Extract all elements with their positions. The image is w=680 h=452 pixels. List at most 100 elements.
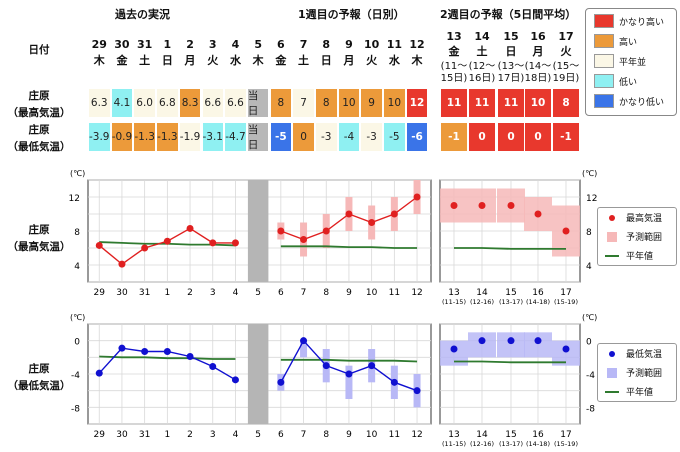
low-w2-data-point (450, 345, 458, 353)
low-data-point (163, 348, 171, 355)
low-xtick: 29 (94, 430, 106, 440)
low-xtick: 5 (255, 430, 261, 440)
low-data-point (118, 344, 126, 352)
week2-weekday: 土 (476, 45, 488, 58)
high-w2-data-point (478, 202, 486, 209)
day-weekday: 土 (139, 54, 151, 67)
high-unit-left: (℃) (70, 169, 85, 178)
high-w2-data-point (562, 227, 570, 235)
week2-range-end: 19日) (552, 73, 580, 84)
legend-low-range-label: 予測範囲 (626, 369, 663, 379)
low-w2-data-point (562, 345, 570, 353)
green-line-icon (605, 390, 619, 393)
high-data-point (163, 237, 171, 245)
day-weekday: 木 (411, 54, 423, 67)
high-data-point (141, 244, 149, 252)
category-label: 高い (619, 37, 638, 48)
low-xtick: 1 (164, 430, 170, 440)
category-label: かなり低い (619, 97, 665, 108)
day-weekday: 月 (343, 54, 355, 67)
high-w2-xrange: (11-15) (442, 298, 466, 306)
high-row-station: 庄原 (28, 90, 50, 102)
low-data-point (277, 378, 285, 386)
category-legend-item: かなり低い (594, 94, 664, 108)
category-label: 低い (619, 77, 638, 88)
low-unit-right: (℃) (582, 313, 597, 322)
low-w2-xrange: (14-18) (526, 440, 550, 448)
high-w2-normal-line (454, 247, 566, 250)
day-number: 30 (114, 38, 130, 51)
high-data-point (118, 260, 126, 268)
low-data-point (300, 337, 308, 345)
day-number: 3 (208, 38, 217, 51)
chart-low-label: 庄原 （最低気温） (4, 361, 74, 395)
low-w2-xtick: 17 (560, 430, 571, 440)
week2-low-cell: 0 (524, 122, 552, 152)
high-xtick: 2 (187, 288, 193, 298)
high-cell: 12 (405, 88, 429, 118)
day-weekday: 火 (366, 54, 378, 67)
high-data-point (186, 224, 194, 232)
low-data-point (141, 348, 149, 355)
low-cell: -5 (269, 122, 293, 152)
chart-low-station: 庄原 (28, 363, 50, 375)
high-xtick: 3 (210, 288, 216, 298)
legend-low-point-label: 最低気温 (626, 350, 663, 360)
week2-high-cell: 8 (552, 88, 580, 118)
week2-day-number: 13 (446, 30, 462, 43)
low-data-point (413, 387, 421, 395)
week2-high-cell: 11 (468, 88, 496, 118)
day-weekday: 水 (388, 54, 400, 67)
day-weekday: 木 (93, 54, 105, 67)
low-xtick: 8 (323, 430, 329, 440)
low-w2-normal-line (454, 360, 566, 364)
high-cell: 7 (292, 88, 315, 118)
low-data-point (186, 353, 194, 360)
legend-high-range: 予測範囲 (598, 227, 676, 246)
day-number: 31 (136, 38, 153, 51)
low-data-point (322, 362, 330, 370)
low-cell: -5 (383, 122, 406, 152)
low-chart-legend: 最低気温 予測範囲 平年値 (597, 343, 677, 402)
day-weekday: 火 (207, 54, 219, 67)
low-xtick: 10 (366, 430, 378, 440)
high-ytick-left: 8 (74, 228, 80, 238)
pink-range-icon (607, 231, 617, 242)
week2-range-start: (13〜 (497, 61, 525, 72)
high-w2-xtick: 17 (560, 288, 571, 298)
high-cell: 9 (360, 88, 383, 118)
high-data-point (300, 236, 308, 243)
week2-range-start: (15〜 (552, 61, 580, 72)
chart-high-label: 庄原 （最高気温） (4, 222, 74, 256)
low-ytick-right: -4 (586, 371, 595, 381)
low-row-label: 庄原 （最低気温） (4, 122, 74, 156)
high-ytick-right: 8 (586, 228, 592, 238)
high-today-band (247, 180, 269, 282)
high-xtick: 11 (389, 288, 400, 298)
category-swatch (594, 74, 614, 88)
category-label: かなり高い (619, 17, 665, 28)
low-data-point (390, 378, 398, 386)
high-cell: 4.1 (110, 88, 134, 118)
lavender-range-icon (607, 367, 617, 378)
low-xtick: 30 (116, 430, 128, 440)
low-range-bar (300, 340, 308, 358)
blue-dot-icon (609, 350, 615, 357)
high-xtick: 6 (278, 288, 284, 298)
low-cell: -4.7 (224, 122, 247, 152)
category-legend-item: 平年並 (594, 54, 646, 68)
legend-high-point: 最高気温 (598, 208, 676, 227)
low-cell: -0.9 (110, 122, 134, 152)
high-cell: 10 (383, 88, 406, 118)
low-xtick: 9 (346, 430, 352, 440)
week2-range-start: (11〜 (440, 61, 468, 72)
low-cell: -3.1 (201, 122, 224, 152)
red-dot-icon (609, 214, 615, 221)
high-data-point (277, 227, 285, 235)
week2-day-number: 14 (474, 30, 490, 43)
day-number: 11 (386, 38, 402, 51)
green-line-icon (605, 254, 619, 257)
week2-low-cell: 0 (497, 122, 525, 152)
low-data-point (368, 362, 376, 370)
